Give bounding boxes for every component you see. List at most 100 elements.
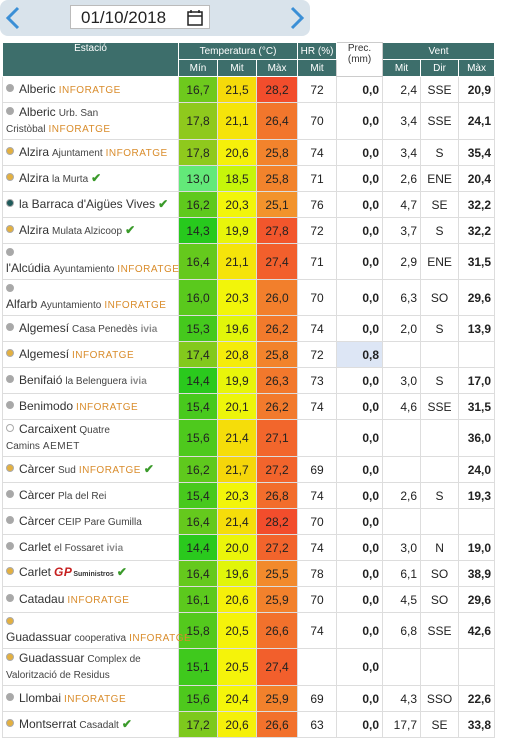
network-tag: ivia [130,375,147,387]
header: Estació [2,42,179,77]
next-arrow[interactable] [290,6,305,30]
station-cell: l'Alcúdia Ayuntamiento INFORATGE [2,243,180,280]
value-cell: 25,8 [255,165,299,192]
status-dot [6,541,14,550]
row: Guadassuar cooperativa INFORATGE 15,8 20,5 26… [2,612,496,649]
value-cell [420,419,460,457]
value-cell [382,456,422,483]
status-dot [6,400,14,409]
network-tag: INFORATGE [76,401,139,413]
value-cell: 0,0 [336,482,384,509]
value-cell [382,508,422,535]
network-tag: ivia [106,542,124,554]
value-cell: 4,3 [382,685,422,712]
station-name: Alzira [19,222,50,237]
station-name: Montserrat [19,716,77,731]
value-cell: 0,0 [336,165,384,192]
value-cell: 35,4 [458,139,496,166]
value-cell: 74 [297,612,338,649]
value-cell: 21,7 [217,456,257,483]
prev-arrow[interactable] [5,6,20,30]
status-dot [6,424,14,432]
row: Càrcer CEIP Pare Gumilla 16,4 21,4 28,2 70 0,0 [2,508,496,535]
station-cell: Benifaió la Belenguera ivia [2,367,179,394]
value-cell: 26,6 [255,612,299,649]
station-name: Guadassuar [19,651,85,665]
value-cell: 32,2 [458,217,496,244]
value-cell: 74 [297,393,338,420]
status-dot [6,692,14,701]
station-detail: Casadalt [79,719,119,731]
value-cell: 25,9 [255,685,299,712]
value-cell: 0,0 [336,711,384,738]
calendar-icon[interactable] [187,10,203,26]
status-dot [6,248,14,256]
value-cell: 17,8 [178,139,218,166]
station-detail: CEIP Pare Gumilla [58,516,142,528]
row: Carlet el Fossaret ivia 14,4 20,0 27,2 74 0,0 3,… [2,534,496,561]
station-name: Carlet [19,565,52,579]
network-tag: INFORATGE [117,264,180,275]
value-cell: 26,8 [255,482,299,509]
network-tag: INFORATGE [105,147,168,159]
station-cell: Montserrat Casadalt ✔ [2,711,179,738]
value-cell: 0,0 [336,191,384,218]
value-cell: 74 [297,482,338,509]
station-name: Càrcer [19,487,56,502]
station-cell: Guadassuar cooperativa INFORATGE [2,612,191,649]
value-cell: SE [420,711,460,738]
value-cell: S [420,482,460,509]
row: Càrcer Pla del Rei 15,4 20,3 26,8 74 0,0 2,6 S 19… [2,482,496,509]
row: Guadassuar Complex de Valorització de Res… [2,648,496,686]
value-cell: 0,0 [336,508,384,535]
value-cell: 76 [297,191,338,218]
value-cell: 20,4 [458,165,496,192]
status-dot [6,322,14,331]
status-dot [6,146,14,155]
value-cell: 0,0 [336,139,384,166]
subheader: Mit [297,59,338,77]
station-detail: Ayuntamiento [40,300,102,311]
station-cell: Algemesí INFORATGE [2,341,179,368]
row: l'Alcúdia Ayuntamiento INFORATGE 16,4 21,1 27… [2,243,496,280]
date-input[interactable]: 01/10/2018 [70,5,210,29]
value-cell [458,508,496,535]
value-cell: 20,3 [217,279,257,316]
value-cell: 0,0 [336,315,384,342]
row: Benifaió la Belenguera ivia 14,4 19,9 26,3 73 0… [2,367,496,394]
value-cell: 16,2 [178,456,218,483]
value-cell: 27,2 [255,534,299,561]
value-cell: 0,0 [336,685,384,712]
value-cell [382,341,422,368]
station-detail: Ajuntament [52,147,103,159]
station-name: Alberic [19,81,56,96]
row: Algemesí Casa Penedès ivia 15,3 19,6 26,2 74 0,… [2,315,496,342]
value-cell: 73 [297,367,338,394]
value-cell: 38,9 [458,560,496,587]
value-cell: 19,6 [217,315,257,342]
station-cell: Algemesí Casa Penedès ivia [2,315,179,342]
station-name: Llombai [19,690,62,705]
station-cell: Alfarb Ayuntamiento INFORATGE [2,279,179,316]
station-detail: Ayuntamiento [53,264,115,275]
value-cell: 27,8 [255,217,299,244]
value-cell: 20,5 [217,612,257,649]
status-dot [6,172,14,181]
value-cell: 71 [297,243,338,280]
value-cell [382,419,422,457]
station-cell: Alberic Urb. San Cristòbal INFORATGE [2,102,179,140]
value-cell: 74 [297,534,338,561]
value-cell: 72 [297,76,338,103]
status-dot [6,83,14,92]
subheader: Màx [255,59,299,77]
value-cell: 42,6 [458,612,496,649]
station-cell: Benimodo INFORATGE [2,393,179,420]
value-cell: 33,8 [458,711,496,738]
value-cell: 14,4 [178,367,218,394]
value-cell: 24,0 [458,456,496,483]
value-cell: 20,8 [217,341,257,368]
value-cell: 2,9 [382,243,422,280]
value-cell: 2,6 [382,482,422,509]
station-cell: Càrcer Sud INFORATGE ✔ [2,456,179,483]
value-cell: 0,0 [336,419,384,457]
